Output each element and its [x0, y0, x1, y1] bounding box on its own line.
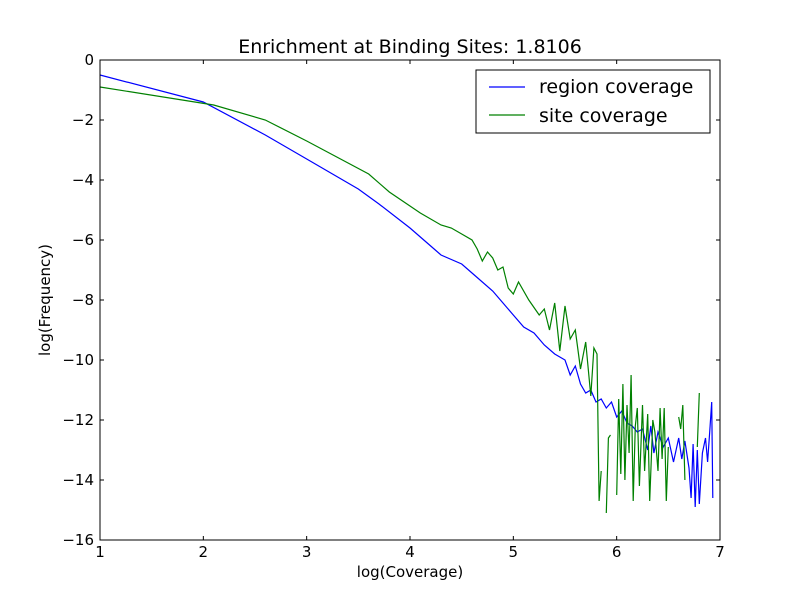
y-tick-label: 0 [84, 51, 94, 69]
y-tick-label: −2 [72, 111, 94, 129]
x-axis-label: log(Coverage) [357, 563, 463, 581]
x-tick-label: 6 [612, 543, 622, 561]
x-tick-label: 2 [199, 543, 209, 561]
legend-label-region-coverage: region coverage [539, 76, 693, 98]
y-tick-label: −6 [72, 231, 94, 249]
y-tick-label: −8 [72, 291, 94, 309]
legend-label-site-coverage: site coverage [539, 105, 668, 127]
legend-box [475, 69, 711, 134]
y-tick-label: −10 [62, 351, 94, 369]
chart-title: Enrichment at Binding Sites: 1.8106 [238, 36, 582, 58]
y-axis-label: log(Frequency) [36, 244, 54, 356]
y-tick-label: −14 [62, 471, 94, 489]
y-tick-label: −12 [62, 411, 94, 429]
x-tick-label: 5 [509, 543, 519, 561]
x-tick-label: 7 [715, 543, 725, 561]
y-tick-label: −16 [62, 531, 94, 549]
x-tick-label: 1 [95, 543, 105, 561]
y-tick-label: −4 [72, 171, 94, 189]
series-line-site-coverage [99, 86, 700, 514]
series-line-region-coverage [99, 74, 714, 508]
ticks: 1 2 3 4 5 6 7 0 −2 −4 −6 −8 −10 −12 −14 −16 [62, 51, 724, 561]
x-tick-label: 3 [302, 543, 312, 561]
x-tick-label: 4 [405, 543, 415, 561]
legend: region coverage site coverage [475, 69, 711, 134]
plot-area [99, 74, 714, 514]
